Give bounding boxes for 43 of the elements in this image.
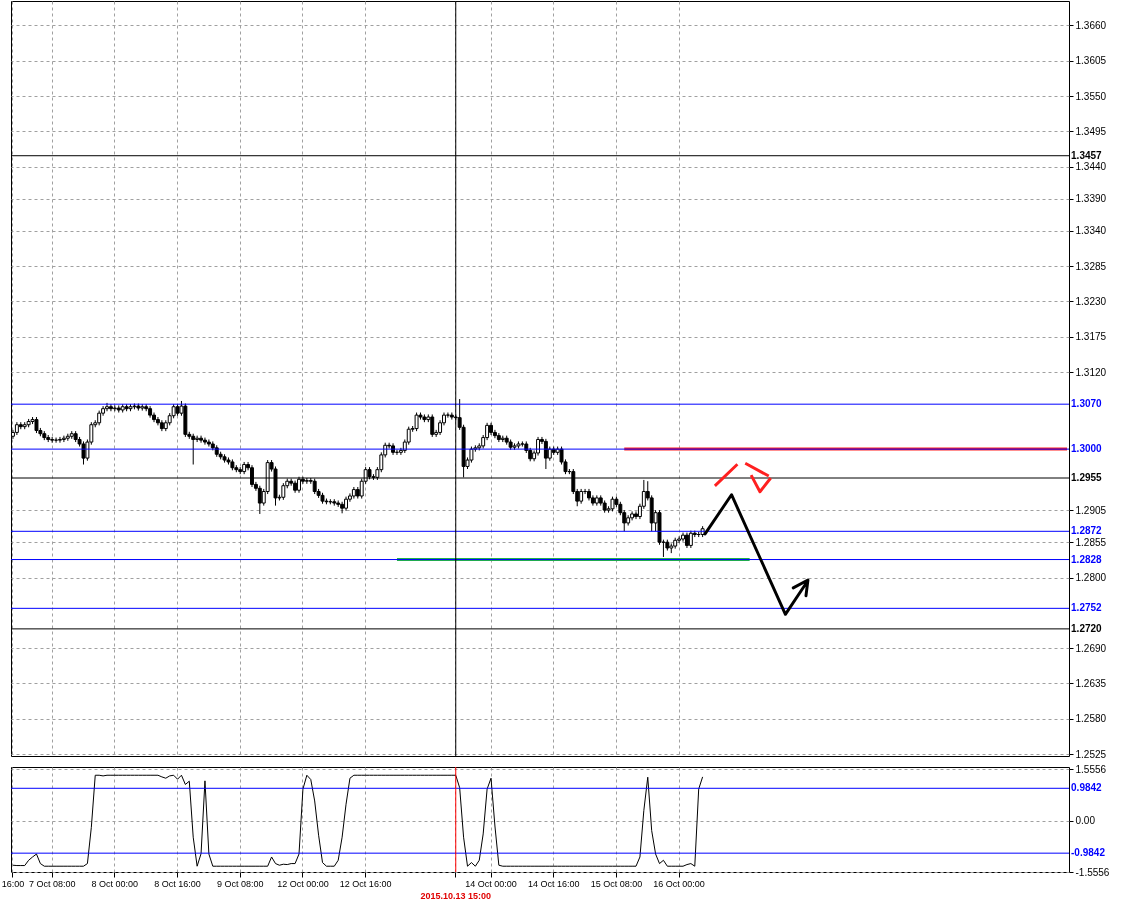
x-tick-label: 16:00 — [1, 878, 25, 889]
ref-line-label: -0.9842 — [1071, 847, 1106, 859]
x-tick-label: 7 Oct 08:00 — [28, 878, 76, 889]
y-tick-label: 1.3440 — [1075, 161, 1107, 173]
y-tick-label: 1.3660 — [1075, 19, 1107, 31]
x-tick-label: 16 Oct 00:00 — [653, 878, 705, 889]
y-tick-label: 1.2855 — [1075, 536, 1107, 548]
x-tick-label: 14 Oct 16:00 — [527, 878, 580, 889]
y-tick-label: 0.00 — [1075, 815, 1096, 827]
ref-line-label: 1.2752 — [1071, 602, 1103, 614]
y-tick-label: 1.5556 — [1075, 763, 1107, 775]
ref-line-label: 1.2720 — [1071, 622, 1103, 634]
x-tick-label: 15 Oct 08:00 — [590, 878, 643, 889]
ref-line-label: 1.3070 — [1071, 398, 1103, 410]
y-tick-label: 1.2905 — [1075, 504, 1107, 516]
y-tick-label: -1.5556 — [1075, 866, 1110, 878]
ref-line-label: 0.9842 — [1071, 782, 1103, 794]
y-tick-label: 1.3390 — [1075, 193, 1107, 205]
y-tick-label: 1.2800 — [1075, 572, 1107, 584]
x-tick-label: 9 Oct 08:00 — [216, 878, 264, 889]
y-tick-label: 1.2635 — [1075, 677, 1107, 689]
ref-line-label: 1.3457 — [1071, 149, 1103, 161]
y-tick-label: 1.3605 — [1075, 55, 1107, 67]
x-tick-label: 14 Oct 00:00 — [465, 878, 517, 889]
y-tick-label: 1.2525 — [1075, 748, 1107, 760]
x-tick-label: 12 Oct 00:00 — [277, 878, 329, 889]
ref-line-label: 1.2828 — [1071, 553, 1103, 565]
ref-line-label: 1.3000 — [1071, 443, 1103, 455]
x-tick-label: 8 Oct 16:00 — [154, 878, 201, 889]
y-tick-label: 1.3550 — [1075, 90, 1107, 102]
ref-line-label: 1.2955 — [1071, 472, 1103, 484]
x-tick-label: 12 Oct 16:00 — [339, 878, 392, 889]
y-tick-label: 1.3495 — [1075, 125, 1107, 137]
y-tick-label: 1.3230 — [1075, 295, 1107, 307]
y-tick-label: 1.2580 — [1075, 713, 1107, 725]
y-tick-label: 1.3175 — [1075, 331, 1107, 343]
x-tick-label: 2015.10.13 15:00 — [420, 890, 492, 901]
x-tick-label: 8 Oct 00:00 — [91, 878, 139, 889]
y-tick-label: 1.3340 — [1075, 225, 1107, 237]
y-tick-label: 1.2690 — [1075, 642, 1107, 654]
y-tick-label: 1.3285 — [1075, 260, 1107, 272]
ref-line-label: 1.2872 — [1071, 525, 1103, 537]
y-tick-label: 1.3120 — [1075, 366, 1107, 378]
